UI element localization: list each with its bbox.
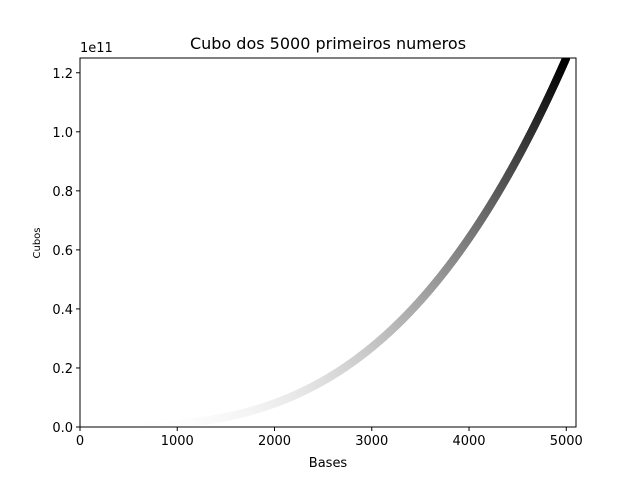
y-tick-label: 0.4 (52, 303, 73, 318)
y-tick-label: 0.0 (52, 421, 73, 436)
y-tick-label: 0.8 (52, 185, 73, 200)
data-points (80, 58, 571, 427)
x-tick-label: 2000 (258, 434, 291, 449)
y-axis-offset-text: 1e11 (80, 41, 113, 56)
y-tick-label: 1.2 (52, 67, 73, 82)
y-axis-label: Cubos (32, 228, 43, 259)
y-tick-label: 1.0 (52, 126, 73, 141)
x-tick-label: 4000 (452, 434, 485, 449)
chart-title: Cubo dos 5000 primeiros numeros (190, 34, 466, 53)
y-axis: 0.0 0.2 0.4 0.6 0.8 1.0 1.2 (52, 67, 80, 436)
x-tick-label: 1000 (161, 434, 194, 449)
plot-frame (79, 57, 577, 428)
x-axis-label: Bases (309, 456, 348, 471)
y-tick-label: 0.2 (52, 362, 73, 377)
x-tick-label: 3000 (355, 434, 388, 449)
y-tick-label: 0.6 (52, 244, 73, 259)
x-axis: 0 1000 2000 3000 4000 5000 (76, 427, 583, 449)
data-point (562, 58, 571, 63)
x-tick-label: 0 (76, 434, 84, 449)
x-tick-label: 5000 (550, 434, 583, 449)
